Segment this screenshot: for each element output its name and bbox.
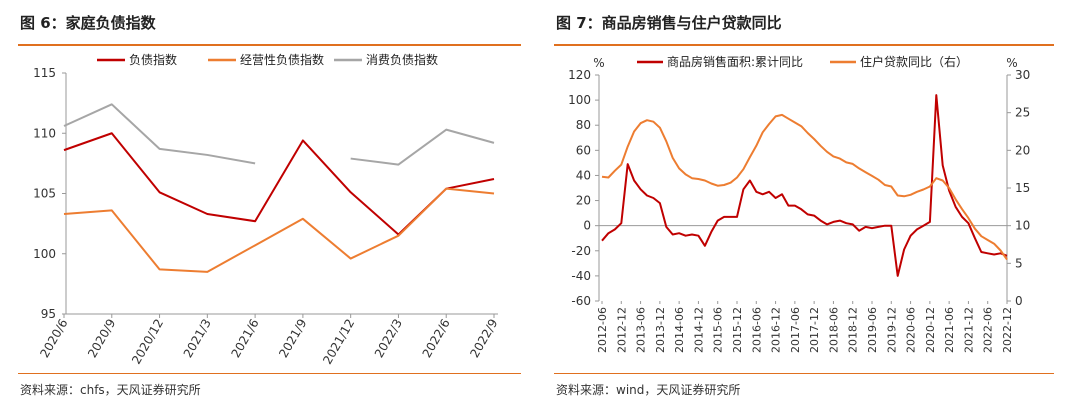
right-panel: 图 7：商品房销售与住户贷款同比 -60 -40 -20 0 20 40 60 80 100 12…	[554, 0, 1054, 411]
right-y-tick-label: 25	[1015, 106, 1030, 120]
left-chart-title: 图 6：家庭负债指数	[20, 14, 156, 32]
left-y-tick-label: -20	[571, 244, 591, 258]
right-y-tick-label: 10	[1015, 219, 1030, 233]
y-tick-label: 110	[33, 126, 56, 140]
x-tick-label: 2022/3	[372, 317, 405, 361]
right-y-tick-label: 5	[1015, 256, 1023, 270]
x-tick-label: 2016-12	[770, 307, 783, 353]
x-tick-label: 2018-12	[847, 307, 860, 353]
left-y-tick-label: -40	[571, 269, 591, 283]
right-y-tick-label: 15	[1015, 181, 1030, 195]
x-tick-label: 2013-12	[654, 307, 667, 353]
x-tick-label: 2021-12	[962, 307, 975, 353]
legend-label: 住户贷款同比（右）	[860, 54, 968, 69]
x-tick-label: 2022-06	[982, 307, 995, 353]
x-tick-label: 2014-06	[673, 307, 686, 353]
series-line	[63, 103, 256, 165]
right-y-tick-label: 20	[1015, 143, 1030, 157]
y-tick-label: 115	[33, 66, 56, 80]
x-tick-label: 2014-12	[692, 307, 705, 353]
left-y-tick-label: 0	[583, 219, 591, 233]
left-y-tick-label: 80	[576, 118, 591, 132]
loan-growth-line	[601, 113, 1008, 261]
left-top-rule	[18, 44, 521, 46]
left-source-note: 资料来源：chfs，天风证券研究所	[20, 383, 201, 397]
x-tick-label: 2017-12	[808, 307, 821, 353]
x-tick-label: 2022/9	[467, 317, 500, 361]
x-tick-label: 2015-12	[731, 307, 744, 353]
legend-label: 负债指数	[129, 52, 177, 67]
household-debt-chart: 95 100 105 110 115 2020/6 2020/9 2020/12 2021/3 2…	[33, 52, 501, 367]
legend-label: 消费负债指数	[366, 52, 438, 67]
right-y-tick-label: 30	[1015, 68, 1030, 82]
series-line	[63, 187, 495, 273]
x-tick-label: 2017-06	[789, 307, 802, 353]
left-panel: 图 6：家庭负债指数 95 100 105 110 115 2020/6 2020/9 202…	[18, 0, 521, 411]
x-tick-label: 2012-12	[615, 307, 628, 353]
series-line	[63, 132, 495, 236]
x-tick-label: 2019-06	[866, 307, 879, 353]
left-axis-unit: %	[593, 56, 604, 70]
left-y-tick-label: 120	[568, 68, 591, 82]
left-y-tick-label: 100	[568, 93, 591, 107]
y-tick-label: 95	[41, 307, 56, 321]
left-bottom-rule	[18, 373, 521, 374]
x-tick-label: 2020-06	[905, 307, 918, 353]
sales-area-line	[601, 94, 1008, 277]
x-tick-label: 2016-06	[750, 307, 763, 353]
legend-label: 商品房销售面积:累计同比	[667, 54, 803, 69]
left-y-tick-label: -60	[571, 294, 591, 308]
y-tick-label: 100	[33, 247, 56, 261]
x-tick-label: 2021/9	[276, 317, 309, 361]
legend-label: 经营性负债指数	[240, 52, 324, 67]
x-tick-label: 2020/6	[37, 317, 70, 361]
x-tick-label: 2022/6	[420, 317, 453, 361]
right-top-rule	[554, 44, 1054, 46]
x-tick-label: 2022-12	[1001, 307, 1014, 353]
x-tick-label: 2018-06	[827, 307, 840, 353]
housing-sales-loans-chart: -60 -40 -20 0 20 40 60 80 100 120 0 5 10 15 20 25 30% % 20…	[568, 54, 1030, 353]
x-tick-label: 2020/9	[85, 317, 118, 361]
right-chart-title: 图 7：商品房销售与住户贷款同比	[556, 14, 782, 32]
right-bottom-rule	[554, 373, 1054, 374]
x-tick-label: 2019-12	[885, 307, 898, 353]
x-tick-label: 2020-12	[924, 307, 937, 353]
x-tick-label: 2021/3	[181, 317, 214, 361]
x-tick-label: 2013-06	[635, 307, 648, 353]
right-source-note: 资料来源：wind，天风证券研究所	[556, 383, 741, 397]
left-y-tick-label: 60	[576, 143, 591, 157]
right-y-tick-label: 0	[1015, 294, 1023, 308]
x-tick-label: 2015-06	[712, 307, 725, 353]
series-line	[350, 128, 495, 166]
y-tick-label: 105	[33, 187, 56, 201]
x-tick-label: 2021-06	[943, 307, 956, 353]
x-tick-label: 2021/6	[228, 317, 261, 361]
left-y-tick-label: 40	[576, 168, 591, 182]
x-tick-label: 2021/12	[320, 317, 357, 367]
x-tick-label: 2012-06	[596, 307, 609, 353]
x-tick-label: 2020/12	[129, 317, 166, 367]
right-axis-unit: %	[1006, 56, 1017, 70]
left-y-tick-label: 20	[576, 194, 591, 208]
